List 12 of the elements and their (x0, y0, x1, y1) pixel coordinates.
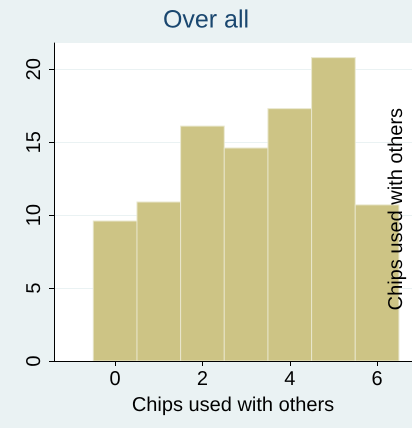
x-tick-label: 2 (196, 368, 208, 390)
x-tick-label: 6 (372, 368, 383, 390)
x-tick-label: 0 (110, 368, 121, 390)
x-axis-title: Chips used with others (132, 394, 334, 416)
y-tick-label: 20 (23, 58, 45, 80)
y-tick-label: 15 (23, 131, 45, 154)
y-tick-label: 10 (23, 204, 45, 226)
chart-title: Over all (162, 6, 250, 34)
y-tick-label: 0 (23, 355, 45, 367)
x-tick-label: 4 (284, 368, 296, 390)
y-tick-label: 5 (23, 282, 45, 294)
y2-axis-title: Chips used with others (385, 108, 407, 310)
